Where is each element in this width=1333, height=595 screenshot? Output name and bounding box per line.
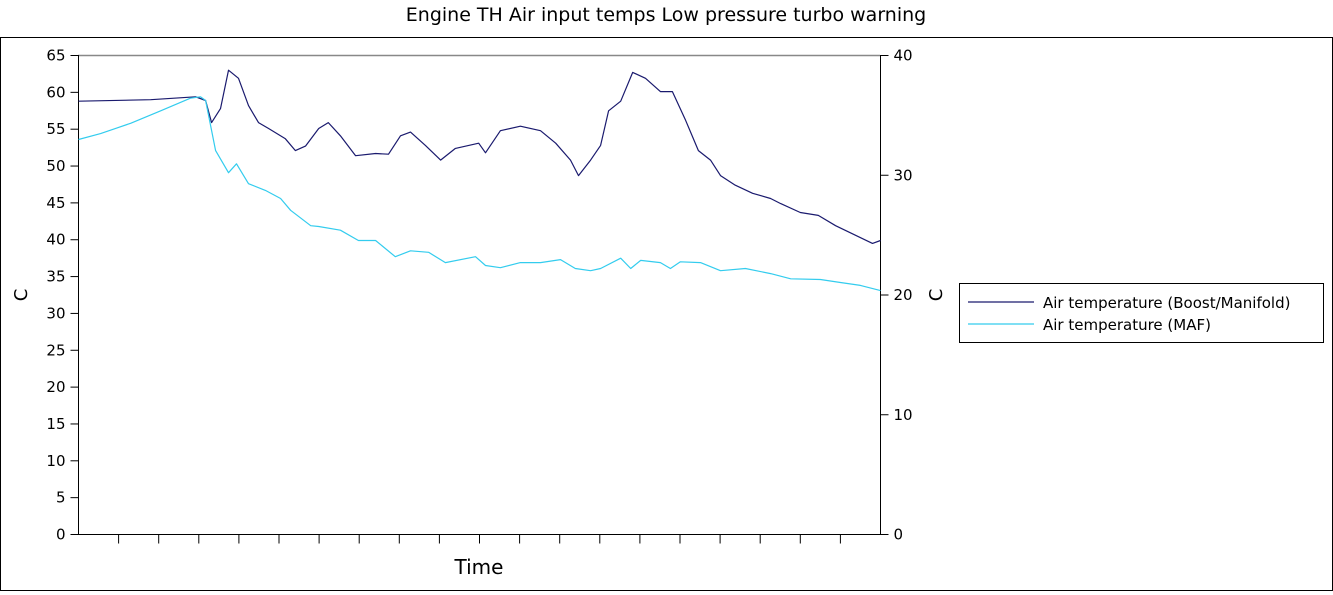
y-tick-label-left: 10 bbox=[46, 452, 65, 470]
y-tick-label-left: 55 bbox=[46, 120, 65, 138]
y-axis-right-ticks: 0 10 20 30 40 bbox=[880, 47, 913, 544]
y-tick-label-right: 0 bbox=[894, 526, 904, 544]
y-tick-label-left: 20 bbox=[46, 378, 65, 396]
series-line-maf bbox=[78, 96, 881, 292]
y-tick-label-left: 0 bbox=[56, 526, 66, 544]
plot-area bbox=[78, 55, 881, 535]
chart-title: Engine TH Air input temps Low pressure t… bbox=[406, 4, 926, 26]
y-axis-label-right: C bbox=[926, 289, 947, 302]
x-axis-ticks bbox=[118, 534, 841, 544]
x-axis-label: Time bbox=[454, 555, 504, 579]
y-tick-label-right: 10 bbox=[894, 406, 913, 424]
y-tick-label-right: 20 bbox=[894, 286, 913, 304]
y-tick-label-left: 50 bbox=[46, 157, 65, 175]
y-tick-label-left: 15 bbox=[46, 415, 65, 433]
legend-label-boost: Air temperature (Boost/Manifold) bbox=[1043, 294, 1290, 312]
y-tick-label-left: 25 bbox=[46, 341, 65, 359]
y-tick-label-left: 40 bbox=[46, 231, 65, 249]
legend-box bbox=[959, 283, 1324, 343]
series-line-boost-manifold bbox=[78, 69, 881, 244]
y-tick-label-left: 65 bbox=[46, 47, 65, 65]
legend-label-maf: Air temperature (MAF) bbox=[1043, 316, 1211, 334]
y-tick-label-left: 30 bbox=[46, 304, 65, 322]
series-lines bbox=[78, 69, 881, 292]
y-tick-label-left: 5 bbox=[56, 489, 66, 507]
y-axis-label-left: C bbox=[11, 289, 32, 302]
y-tick-label-right: 30 bbox=[894, 166, 913, 184]
legend: Air temperature (Boost/Manifold) Air tem… bbox=[959, 283, 1324, 343]
y-tick-label-right: 40 bbox=[894, 47, 913, 65]
y-tick-label-left: 35 bbox=[46, 268, 65, 286]
y-tick-label-left: 60 bbox=[46, 83, 65, 101]
y-axis-left-ticks: 0 5 10 15 20 25 30 35 40 45 50 55 60 65 bbox=[46, 47, 79, 544]
y-tick-label-left: 45 bbox=[46, 194, 65, 212]
